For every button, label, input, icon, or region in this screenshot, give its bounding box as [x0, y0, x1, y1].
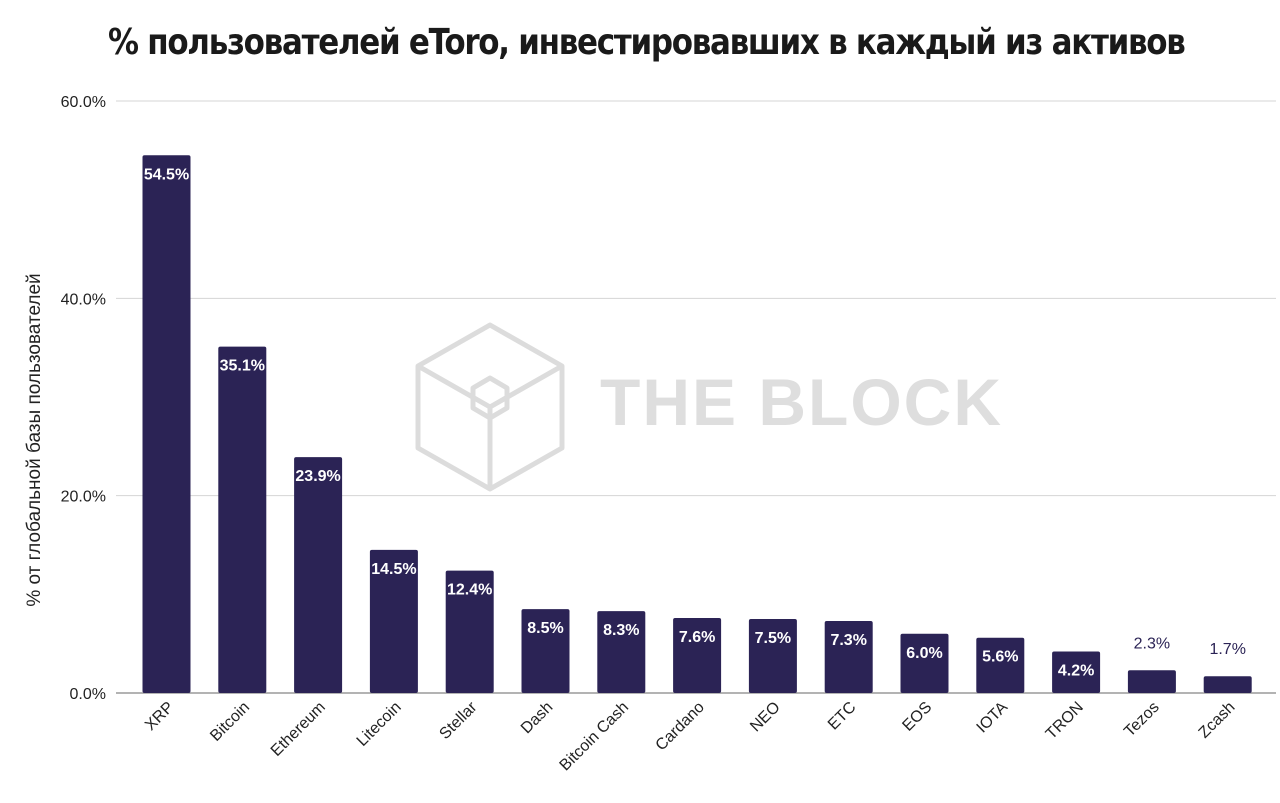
bar: [976, 637, 1025, 693]
data-label: 8.5%: [527, 620, 563, 637]
bar: [824, 620, 873, 693]
data-label: 1.7%: [1209, 641, 1245, 658]
data-label: 7.6%: [679, 629, 715, 646]
y-axis: 0.0% 20.0% 40.0% 60.0%: [61, 94, 106, 703]
chart-title: % пользователей eToro, инвестировавших в…: [108, 22, 1186, 63]
watermark: THE BLOCK: [415, 322, 1003, 492]
category-label: Zcash: [1196, 699, 1239, 742]
bar: [1203, 676, 1252, 693]
data-label: 54.5%: [144, 166, 189, 183]
data-label: 4.2%: [1058, 663, 1094, 680]
bar: [597, 611, 646, 693]
data-label: 2.3%: [1134, 635, 1170, 652]
y-axis-label: % от глобальной базы пользователей: [24, 273, 45, 606]
bar: [445, 570, 494, 693]
y-tick-label: 0.0%: [70, 686, 106, 703]
category-label: Bitcoin Cash: [557, 699, 633, 775]
bars: [142, 155, 1252, 693]
data-label: 8.3%: [603, 622, 639, 639]
category-label: ETC: [825, 699, 860, 734]
data-label: 14.5%: [371, 561, 416, 578]
data-labels: 54.5% 35.1% 23.9% 14.5% 12.4% 8.5% 8.3% 7.6% 7.5…: [144, 166, 1246, 679]
bar: [900, 633, 949, 693]
bar: [521, 609, 570, 693]
category-label: TRON: [1043, 699, 1087, 743]
bar: [673, 618, 722, 693]
y-tick-label: 40.0%: [61, 291, 106, 308]
watermark-text: THE BLOCK: [600, 365, 1003, 439]
category-label: Stellar: [436, 698, 481, 743]
category-label: Ethereum: [268, 699, 329, 760]
category-label: Tezos: [1121, 699, 1163, 741]
category-label: NEO: [747, 699, 784, 736]
bar: [748, 619, 797, 693]
y-tick-label: 20.0%: [61, 489, 106, 506]
bar: [142, 155, 191, 693]
data-label: 23.9%: [295, 468, 340, 485]
bar: [1127, 670, 1176, 693]
category-label: EOS: [899, 699, 935, 735]
x-axis: XRP Bitcoin Ethereum Litecoin Stellar Dash Bit…: [142, 698, 1238, 774]
y-tick-label: 60.0%: [61, 94, 106, 111]
data-label: 6.0%: [906, 645, 942, 662]
bar: [369, 549, 418, 693]
data-label: 35.1%: [220, 358, 265, 375]
bar: [1052, 651, 1101, 693]
category-label: Litecoin: [354, 699, 405, 750]
data-label: 7.3%: [830, 632, 866, 649]
category-label: IOTA: [974, 699, 1012, 737]
data-label: 12.4%: [447, 582, 492, 599]
data-label: 5.6%: [982, 649, 1018, 666]
bar: [218, 346, 267, 693]
category-label: XRP: [142, 699, 177, 734]
category-label: Cardano: [653, 699, 708, 754]
category-label: Dash: [518, 699, 556, 737]
category-label: Bitcoin: [207, 699, 253, 745]
cube-logo-icon: [415, 322, 565, 492]
bar: [294, 457, 343, 693]
data-label: 7.5%: [755, 630, 791, 647]
